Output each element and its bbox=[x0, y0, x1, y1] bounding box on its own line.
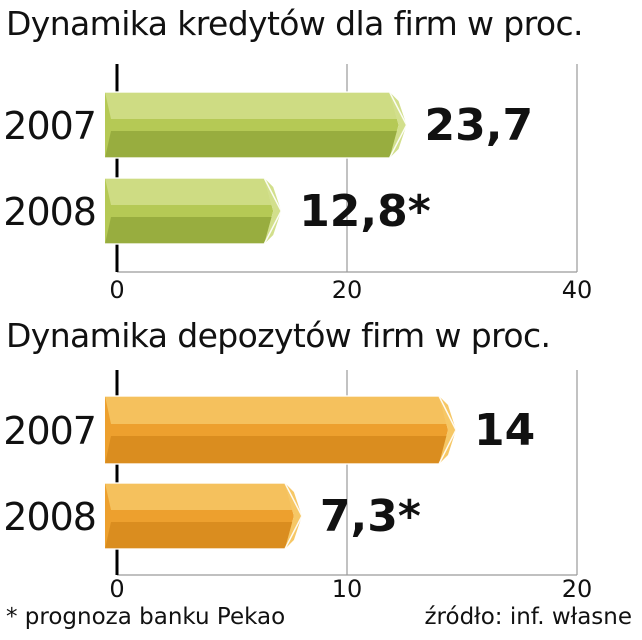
value-label: 23,7 bbox=[425, 100, 534, 151]
x-tick-label: 0 bbox=[109, 575, 124, 603]
value-label: 12,8* bbox=[299, 186, 431, 237]
bar-end-cap bbox=[389, 92, 407, 158]
bar-outline bbox=[105, 177, 283, 245]
bar-bottom-face bbox=[105, 436, 448, 464]
x-tick-label: 10 bbox=[332, 575, 363, 603]
chart-1-credit: 0 20 40 2007 23,7 2008 12,8* bbox=[3, 64, 592, 304]
category-label: 2007 bbox=[3, 104, 96, 148]
footnote: * prognoza banku Pekao bbox=[6, 604, 286, 630]
category-label: 2008 bbox=[3, 495, 96, 539]
bar-end-cap bbox=[264, 178, 282, 244]
bar-outline bbox=[105, 395, 457, 465]
bar-outline bbox=[105, 482, 303, 550]
bar-end-cap bbox=[439, 396, 456, 464]
x-tick-label: 20 bbox=[562, 575, 593, 603]
chart-1-title: Dynamika kredytów dla firm w proc. bbox=[6, 4, 584, 43]
value-label: 7,3* bbox=[320, 491, 421, 542]
category-label: 2007 bbox=[3, 409, 96, 453]
bar-end-cap bbox=[284, 483, 302, 549]
bar-top-face bbox=[105, 483, 294, 510]
bar-top-face bbox=[105, 92, 399, 119]
bar-bottom-face bbox=[105, 217, 274, 244]
category-label: 2008 bbox=[3, 190, 96, 234]
bar-bottom-face bbox=[105, 131, 399, 158]
x-tick-label: 40 bbox=[562, 276, 593, 304]
value-label: 14 bbox=[474, 405, 535, 456]
bar-top-face bbox=[105, 396, 448, 424]
chart-2-title: Dynamika depozytów firm w proc. bbox=[6, 316, 551, 355]
bar-bottom-face bbox=[105, 522, 294, 549]
source-note: źródło: inf. własne bbox=[424, 604, 632, 630]
x-tick-label: 0 bbox=[109, 276, 124, 304]
bar-outline bbox=[105, 91, 408, 159]
x-tick-label: 20 bbox=[332, 276, 363, 304]
bar-top-face bbox=[105, 178, 274, 205]
